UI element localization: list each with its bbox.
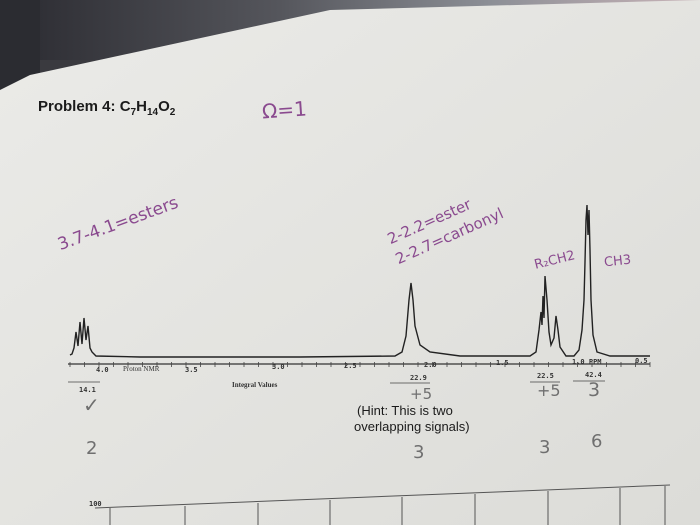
integral-ratio-note: 3 <box>588 379 601 401</box>
integral-ratio-note: +5 <box>537 381 561 400</box>
axis-tick-label: 1.0 PPM <box>572 358 602 366</box>
axis-tick-label: 2.0 <box>424 361 437 369</box>
spectrum-title: Proton NMR <box>123 365 160 373</box>
lower-grid <box>94 484 671 525</box>
check-mark: ✓ <box>83 393 100 417</box>
axis-tick-label: 2.5 <box>344 362 357 370</box>
proton-count: 6 <box>591 431 603 452</box>
spectrum-trace <box>69 204 650 358</box>
axis-tick-label: 1.5 <box>496 359 509 367</box>
proton-count: 2 <box>86 438 98 459</box>
integral-ratio-note: +5 <box>410 385 433 403</box>
hint-line-2: overlapping signals) <box>354 419 470 434</box>
integral-value: 22.9 <box>410 374 427 382</box>
axis-minor-ticks <box>69 362 651 367</box>
problem-title: Problem 4: C7H14O2 <box>38 98 175 118</box>
axis-tick-label: 0.5 <box>635 357 648 365</box>
problem-label: Problem 4: <box>38 98 116 115</box>
integral-value: 22.5 <box>537 372 554 380</box>
hint-line-1: (Hint: This is two <box>357 403 453 418</box>
axis-tick-label: 3.5 <box>185 366 198 374</box>
degree-of-unsaturation-note: Ω=1 <box>261 96 308 124</box>
axis-tick-label: 4.0 <box>96 366 109 374</box>
integral-values-title: Integral Values <box>232 381 278 389</box>
ch3-label: CH3 <box>603 252 632 271</box>
integral-value: 42.4 <box>585 371 602 379</box>
lower-chart-axis-label: 100 <box>89 500 102 508</box>
proton-count: 3 <box>413 442 425 463</box>
proton-count: 3 <box>539 437 551 458</box>
integral-value: 14.1 <box>79 386 96 394</box>
integral-markers <box>68 380 605 384</box>
axis-tick-label: 3.0 <box>272 363 285 371</box>
molecular-formula: C7H14O2 <box>119 98 176 118</box>
